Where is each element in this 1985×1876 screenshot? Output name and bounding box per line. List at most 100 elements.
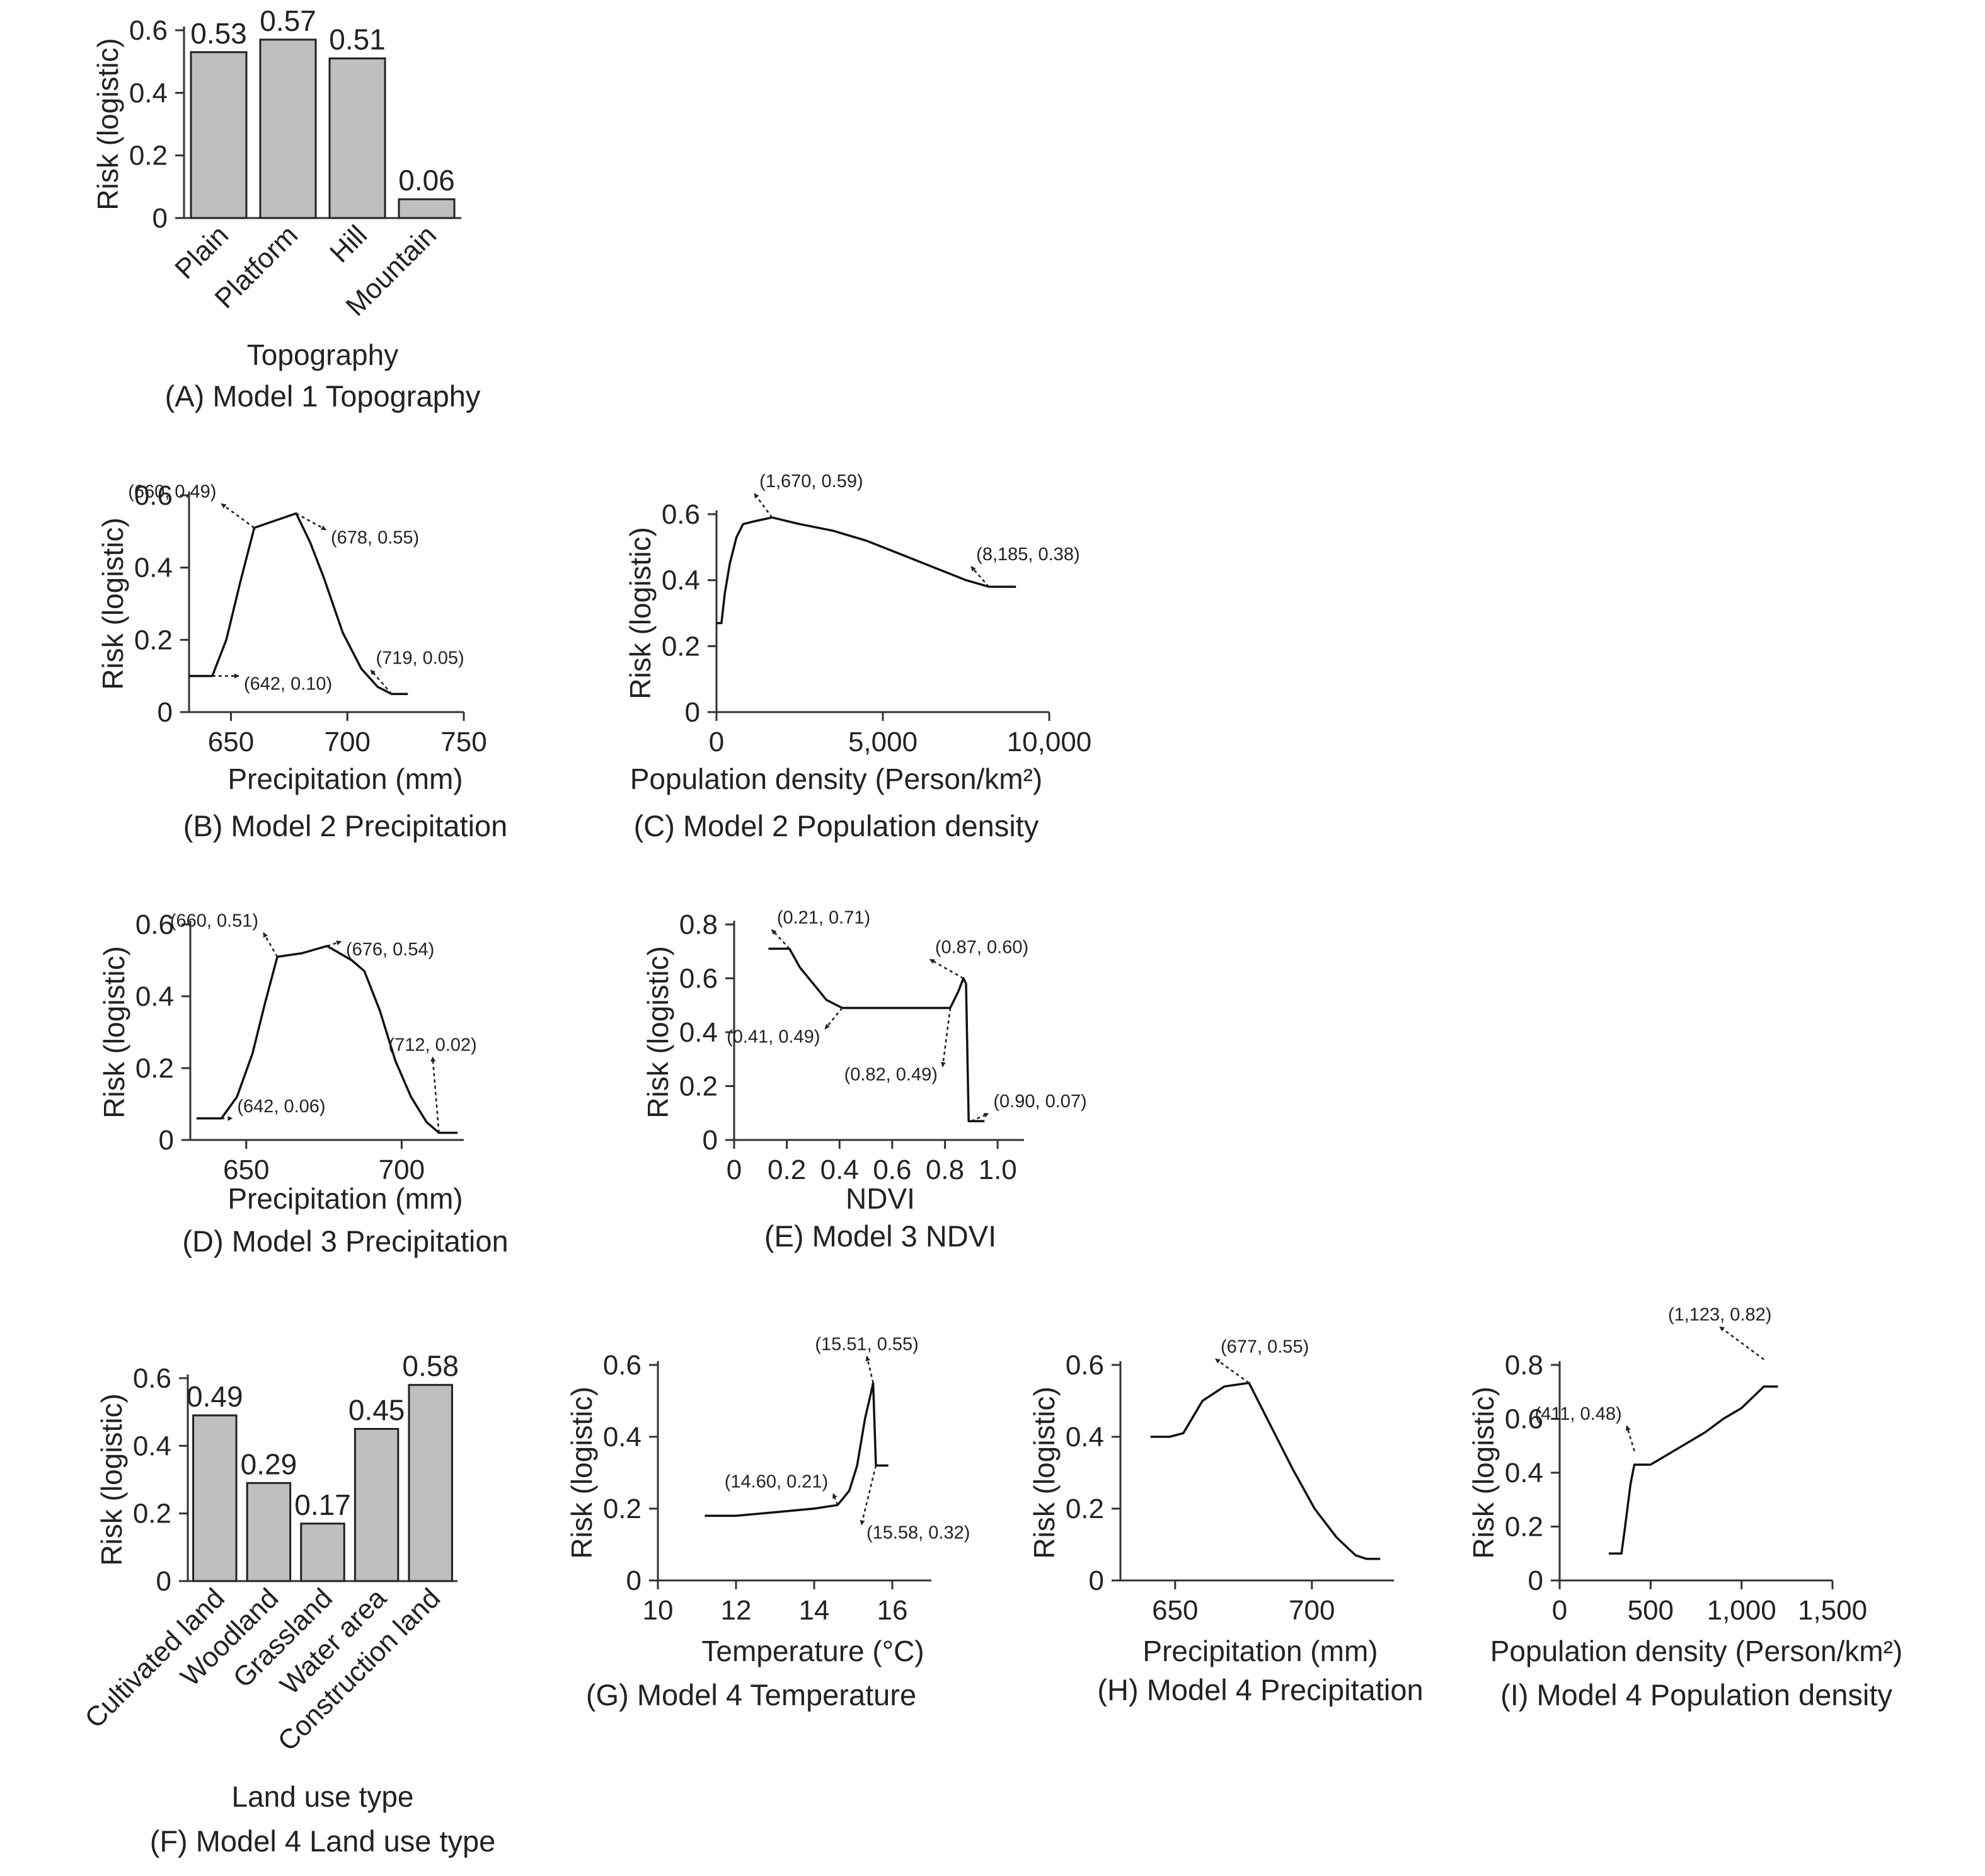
- y-tick-label: 0.2: [134, 624, 173, 655]
- annotation-leader: [1625, 1425, 1635, 1452]
- x-tick-label: 5,000: [848, 727, 918, 757]
- panel-caption: (D) Model 3 Precipitation: [182, 1224, 508, 1258]
- x-tick-label: 16: [877, 1595, 908, 1626]
- annotation-leader: [860, 1465, 877, 1526]
- bar: [398, 198, 456, 219]
- x-axis-label: Land use type: [231, 1780, 413, 1813]
- panel-caption: (A) Model 1 Topography: [165, 379, 481, 413]
- bar-value-label: 0.51: [329, 23, 386, 56]
- annotation-leader: [929, 958, 964, 979]
- annotation-label: (1,123, 0.82): [1668, 1304, 1771, 1325]
- x-tick-label: 10: [643, 1595, 674, 1626]
- y-tick-label: 0.8: [679, 909, 718, 940]
- annotation-label: (15.58, 0.32): [866, 1523, 970, 1543]
- y-axis-label: Risk (logistic): [98, 946, 130, 1118]
- y-tick-label: 0: [685, 697, 700, 728]
- bar-value-label: 0.57: [260, 4, 316, 37]
- x-tick-label: 650: [223, 1154, 269, 1185]
- bar: [259, 38, 317, 219]
- bar: [246, 1482, 292, 1582]
- x-tick-label: 700: [1289, 1595, 1335, 1626]
- x-tick-label: 1,000: [1707, 1595, 1776, 1626]
- annotation-leader: [326, 940, 342, 947]
- x-tick-label: 0.6: [873, 1154, 911, 1185]
- x-tick-label: 1,500: [1798, 1595, 1867, 1626]
- x-tick-label: 700: [325, 727, 371, 757]
- y-tick-label: 0: [626, 1565, 642, 1596]
- annotation-label: (677, 0.55): [1221, 1337, 1309, 1357]
- panel-caption: (E) Model 3 NDVI: [764, 1219, 996, 1253]
- x-tick-label: 0: [1552, 1595, 1567, 1626]
- y-tick-label: 0.2: [1505, 1512, 1543, 1543]
- y-tick-label: 0.6: [662, 499, 700, 530]
- annotation-leader: [221, 503, 255, 529]
- y-tick-label: 0: [156, 1566, 171, 1597]
- panel-caption: (B) Model 2 Precipitation: [183, 809, 508, 843]
- y-axis-label: Risk (logistic): [91, 38, 124, 210]
- annotation-leader: [370, 669, 393, 695]
- x-axis-label: Temperature (°C): [701, 1635, 924, 1667]
- bar-value-label: 0.49: [187, 1380, 243, 1413]
- bar: [328, 57, 386, 219]
- y-tick-label: 0.2: [135, 1053, 174, 1084]
- x-tick-label: Hill: [324, 219, 373, 268]
- annotation-label: (712, 0.02): [388, 1035, 476, 1056]
- x-tick-label: 0: [727, 1154, 742, 1185]
- x-tick-label: 700: [379, 1154, 425, 1185]
- y-tick-label: 0.4: [135, 981, 174, 1012]
- annotation-leader: [940, 1008, 952, 1067]
- annotation-leader: [1215, 1358, 1250, 1384]
- x-axis-label: Topography: [247, 338, 398, 371]
- y-axis-label: Risk (logistic): [95, 1393, 128, 1565]
- x-tick-label: 650: [1152, 1595, 1198, 1626]
- annotation-label: (642, 0.10): [244, 674, 332, 694]
- x-tick-label: 0: [709, 727, 724, 757]
- annotation-leader: [865, 1355, 874, 1383]
- y-tick-label: 0.6: [1505, 1404, 1543, 1435]
- annotation-label: (0.21, 0.71): [777, 907, 870, 928]
- bar-value-label: 0.17: [294, 1488, 351, 1521]
- x-axis-label: Precipitation (mm): [227, 1182, 463, 1215]
- annotation-leader: [430, 1056, 440, 1133]
- y-tick-label: 0.6: [133, 1363, 171, 1394]
- y-tick-label: 0.4: [129, 78, 168, 108]
- bar: [300, 1522, 345, 1582]
- annotation-label: (642, 0.06): [237, 1096, 325, 1117]
- y-axis-label: Risk (logistic): [624, 527, 657, 699]
- annotation-label: (660, 0.51): [170, 911, 258, 931]
- panel-caption: (C) Model 2 Population density: [634, 809, 1039, 843]
- y-axis-label: Risk (logistic): [1467, 1386, 1500, 1558]
- annotation-leader: [296, 512, 326, 531]
- panel-caption: (G) Model 4 Temperature: [586, 1678, 916, 1712]
- series-line: [705, 1381, 889, 1517]
- x-tick-label: 10,000: [1007, 727, 1092, 757]
- x-tick-label: 500: [1628, 1595, 1674, 1626]
- y-tick-label: 0.2: [662, 631, 700, 662]
- annotation-label: (1,670, 0.59): [759, 471, 863, 492]
- y-tick-label: 0.2: [603, 1493, 642, 1524]
- y-tick-label: 0: [158, 697, 173, 728]
- y-tick-label: 0.6: [134, 480, 173, 511]
- x-tick-label: 0.8: [926, 1154, 964, 1185]
- series-line: [768, 947, 985, 1122]
- bar-value-label: 0.06: [398, 164, 455, 197]
- y-tick-label: 0.4: [134, 553, 173, 584]
- bar: [354, 1428, 400, 1582]
- y-tick-label: 0: [152, 203, 168, 234]
- y-axis-label: Risk (logistic): [565, 1386, 598, 1558]
- bar: [408, 1384, 453, 1582]
- bar: [192, 1414, 238, 1582]
- annotation-leader: [970, 566, 990, 587]
- series-line: [1608, 1385, 1778, 1555]
- series-line: [189, 512, 408, 696]
- y-tick-label: 0.2: [133, 1499, 171, 1529]
- y-axis-label: Risk (logistic): [96, 517, 129, 689]
